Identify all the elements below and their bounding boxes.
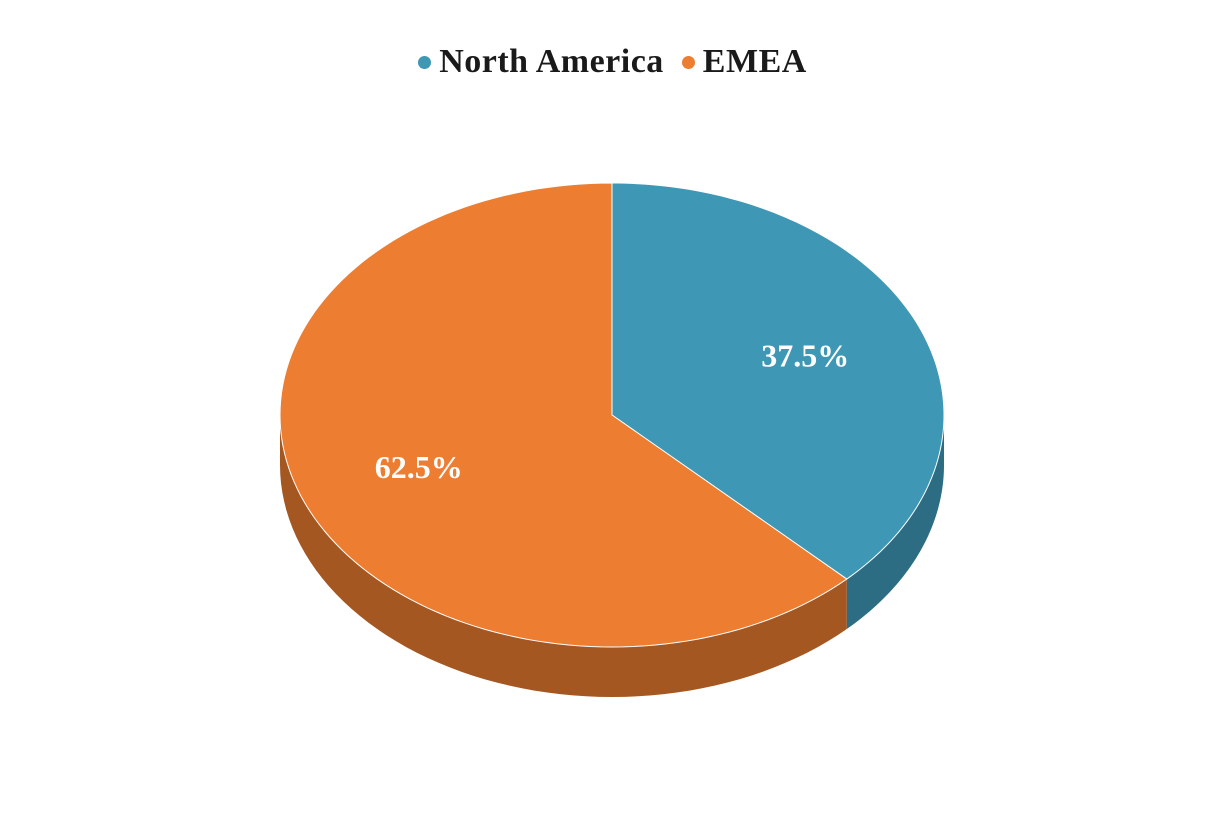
legend-marker-emea [681, 55, 695, 69]
data-label-emea: 62.5% [375, 449, 463, 485]
legend-label-north-america: North America [439, 43, 664, 80]
pie-sides [280, 415, 944, 697]
data-label-north-america: 37.5% [761, 337, 849, 373]
chart-legend: North America EMEA [0, 38, 1225, 86]
legend-label-emea: EMEA [702, 43, 807, 80]
pie-slice-emea [279, 182, 848, 648]
pie-side-north-america [846, 415, 944, 630]
pie-slice-north-america [611, 182, 945, 580]
pie-data-labels: 37.5% 62.5% [375, 337, 849, 485]
legend-item-emea: EMEA [681, 43, 807, 81]
pie-slices [279, 182, 945, 648]
legend-marker-north-america [418, 55, 432, 69]
pie-side-emea [280, 415, 847, 697]
legend-item-north-america: North America [418, 43, 664, 81]
